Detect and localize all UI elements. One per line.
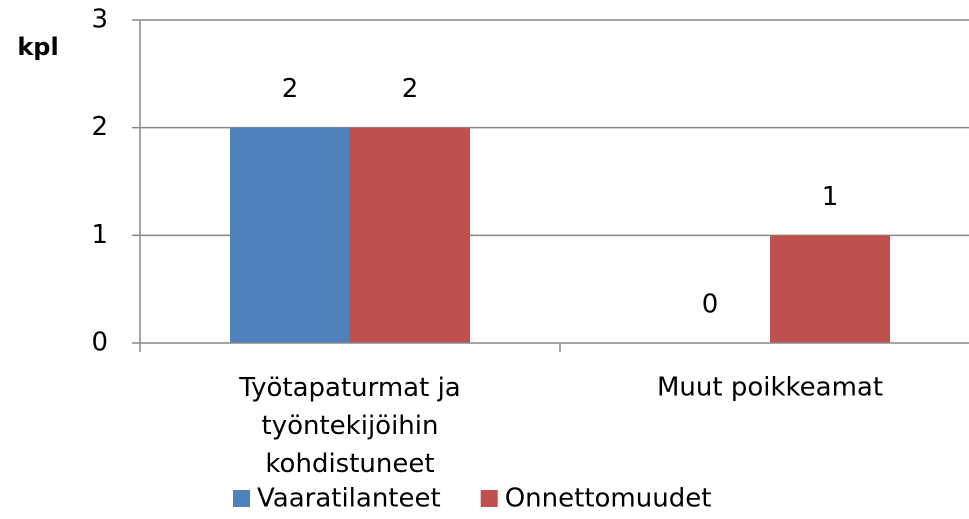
data-label: 1 [822, 182, 839, 212]
legend-swatch [480, 490, 498, 507]
legend-swatch [233, 490, 250, 507]
x-tick-label: Työtapaturmat ja työntekijöihin kohdistune… [238, 373, 460, 479]
legend-label: Vaaratilanteet [257, 484, 441, 514]
data-label: 2 [402, 74, 419, 104]
data-label: 0 [702, 290, 719, 320]
y-tick-label: 0 [91, 328, 108, 358]
y-tick-label: 2 [91, 112, 108, 142]
bar [350, 127, 470, 344]
x-tick-label: Muut poikkeamat [657, 373, 883, 403]
bar [230, 127, 350, 344]
data-label: 2 [282, 74, 299, 104]
bar [770, 235, 890, 343]
y-tick-label: 3 [91, 5, 108, 35]
legend-label: Onnettomuudet [505, 484, 712, 514]
y-axis-label: kpl [17, 33, 58, 61]
y-tick-label: 1 [91, 220, 108, 250]
